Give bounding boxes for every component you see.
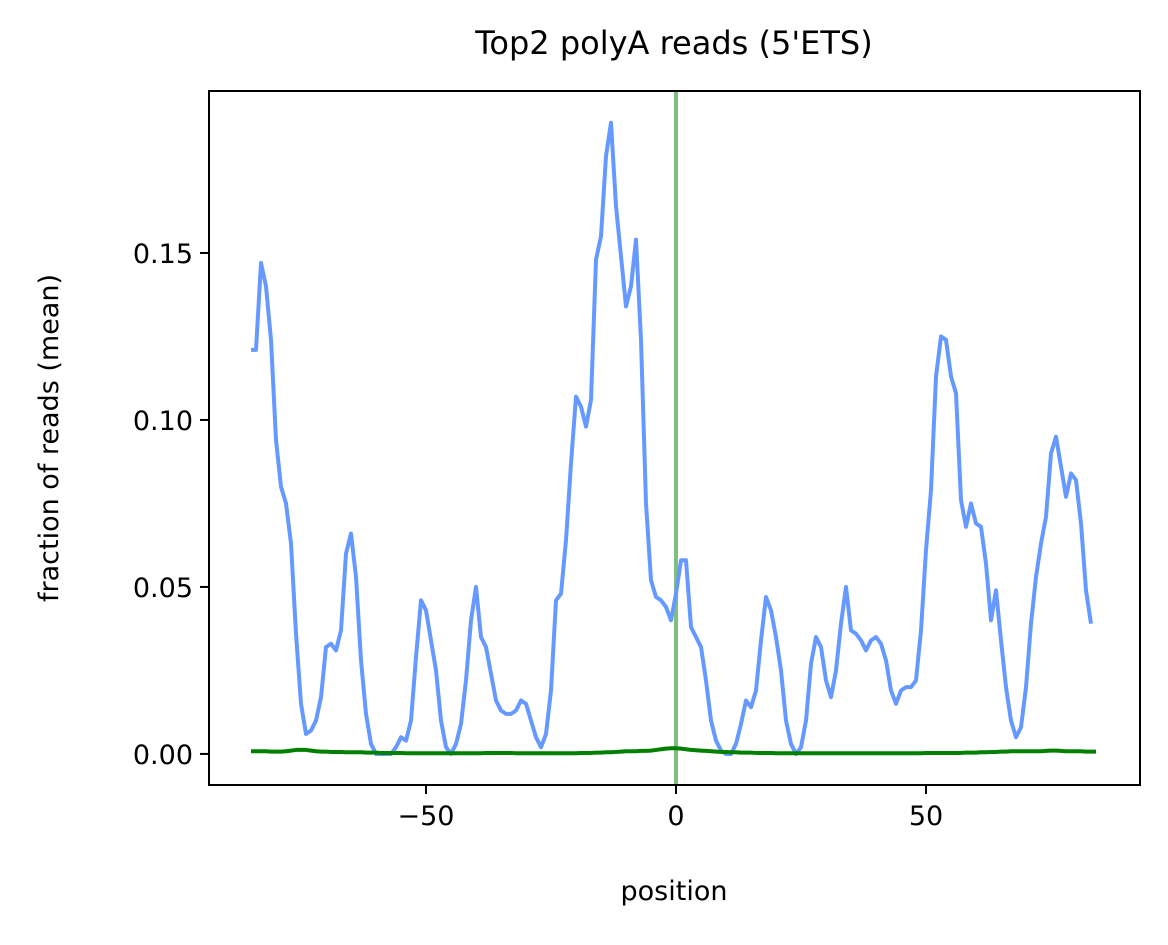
data-line xyxy=(251,120,1093,756)
x-tick-label: 50 xyxy=(909,801,943,832)
y-tick-label: 0.10 xyxy=(133,406,193,437)
y-tick-label: 0.15 xyxy=(133,239,193,270)
x-axis-label: position xyxy=(621,876,728,907)
plot-frame xyxy=(208,90,1141,786)
chart-title: Top2 polyA reads (5'ETS) xyxy=(474,24,872,62)
y-tick-label: 0.05 xyxy=(133,573,193,604)
data-line xyxy=(251,746,1096,756)
y-tick-label: 0.00 xyxy=(133,740,193,771)
x-tick-label: −50 xyxy=(398,801,455,832)
y-axis-label: fraction of reads (mean) xyxy=(34,274,65,602)
x-tick-label: 0 xyxy=(667,801,684,832)
